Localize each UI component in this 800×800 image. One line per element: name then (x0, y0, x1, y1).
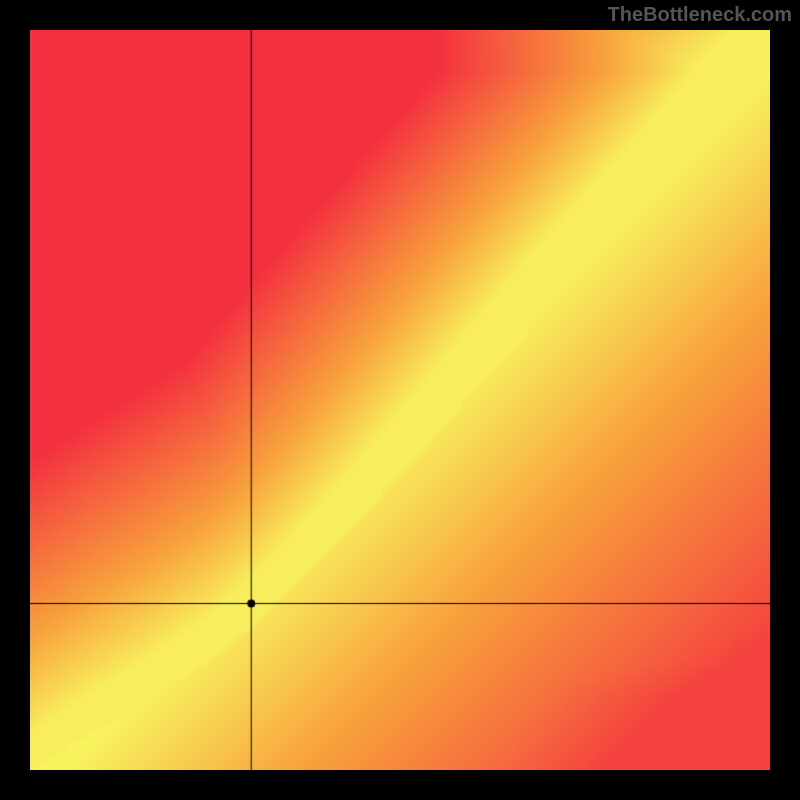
chart-container: TheBottleneck.com (0, 0, 800, 800)
heatmap-canvas (30, 30, 770, 770)
watermark-text: TheBottleneck.com (608, 4, 792, 27)
